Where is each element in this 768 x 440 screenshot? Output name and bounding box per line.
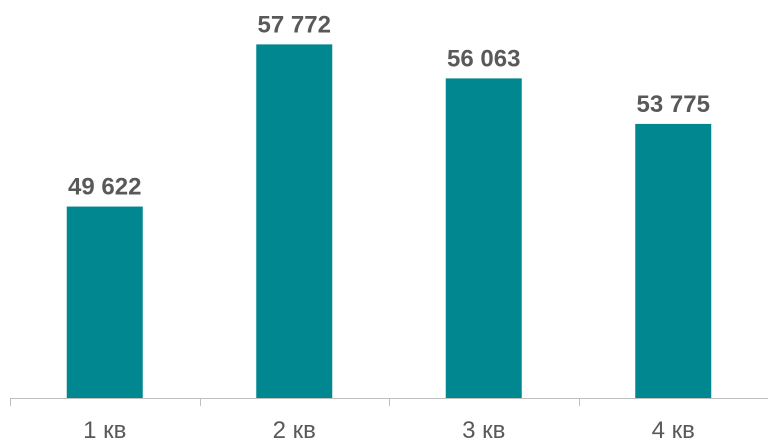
category-tick-label: 4 кв [652,417,695,440]
x-axis-tick-labels-group: 1 кв 2 кв 3 кв 4 кв [83,417,695,440]
bar-value-label: 53 775 [637,91,710,118]
category-tick-label: 1 кв [83,417,126,440]
value-labels-group: 49 622 57 772 56 063 53 775 [68,11,710,200]
bar-value-label: 56 063 [447,45,520,72]
bars-group [66,44,712,399]
bar [66,206,143,398]
bar [445,78,522,399]
category-tick-label: 3 кв [462,417,505,440]
x-axis-ticks-group [10,398,580,406]
bar-value-label: 49 622 [68,174,141,201]
bar-value-label: 57 772 [258,11,331,38]
category-tick-label: 2 кв [273,417,316,440]
bar [256,44,333,398]
bar [635,123,712,399]
